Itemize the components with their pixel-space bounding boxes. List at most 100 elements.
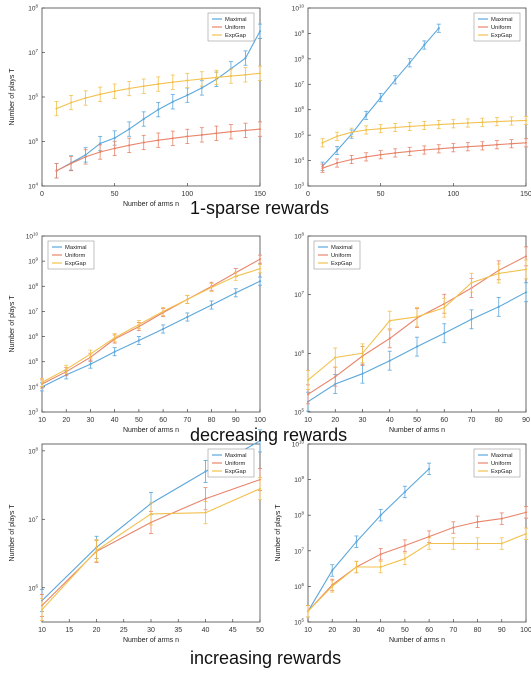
data-point	[186, 298, 189, 301]
y-tick-label: 107	[28, 48, 38, 57]
series-expgap	[40, 264, 262, 387]
x-tick-label: 0	[40, 191, 44, 198]
data-point	[204, 497, 207, 500]
data-point	[355, 540, 358, 543]
data-point	[437, 27, 440, 30]
y-tick-label: 105	[294, 131, 304, 140]
legend-label: Uniform	[65, 253, 85, 259]
data-point	[495, 143, 499, 146]
x-tick-label: 100	[447, 191, 459, 198]
y-tick-label: 1010	[292, 440, 305, 449]
y-tick-label: 108	[28, 282, 38, 291]
data-point	[89, 363, 92, 366]
data-point	[394, 151, 397, 155]
data-point	[258, 127, 262, 131]
data-point	[69, 162, 73, 165]
caption-increasing: increasing rewards	[190, 648, 342, 668]
data-point	[379, 127, 382, 130]
data-point	[162, 327, 165, 331]
data-point	[365, 114, 368, 117]
y-tick-label: 106	[28, 332, 38, 341]
x-tick-label: 40	[386, 417, 394, 424]
data-point	[321, 141, 324, 144]
data-point	[171, 81, 174, 84]
legend-label: Maximal	[225, 17, 247, 23]
data-point	[452, 526, 455, 529]
legend-label: Uniform	[225, 461, 245, 467]
data-point	[89, 353, 92, 356]
data-point	[186, 94, 189, 97]
data-point	[258, 487, 262, 490]
x-axis-label: Number of arms n	[123, 637, 179, 644]
data-point	[137, 323, 140, 326]
data-point	[415, 315, 419, 318]
data-point	[95, 549, 98, 552]
x-tick-label: 50	[377, 191, 385, 198]
data-point	[350, 158, 353, 161]
data-point	[137, 339, 140, 342]
legend-label: ExpGap	[65, 261, 86, 267]
data-point	[244, 129, 247, 132]
caption-decreasing: decreasing rewards	[190, 425, 348, 445]
x-tick-label: 60	[159, 417, 167, 424]
data-point	[128, 87, 131, 90]
y-tick-label: 105	[294, 618, 304, 627]
x-tick-label: 70	[468, 417, 476, 424]
data-point	[497, 272, 500, 275]
data-point	[379, 553, 382, 556]
data-point	[415, 345, 419, 348]
x-tick-label: 30	[359, 417, 367, 424]
data-point	[470, 318, 473, 321]
data-point	[350, 131, 353, 134]
y-tick-label: 108	[294, 54, 304, 63]
chart-panel-2: 10 20 30 40 50 60 70 80 90 100 103 104 105 106 107 108 1…	[9, 232, 266, 435]
data-point	[229, 130, 233, 133]
y-axis-label: Number of plays T	[9, 68, 16, 126]
legend: Maximal Uniform ExpGap	[313, 240, 361, 270]
y-tick-label: 108	[28, 4, 38, 13]
y-tick-label: 107	[28, 515, 38, 524]
y-tick-label: 109	[28, 257, 38, 266]
x-axis-label: Number of arms n	[389, 427, 445, 434]
legend: Maximal Uniform ExpGap	[473, 12, 521, 42]
data-point	[306, 610, 310, 613]
data-point	[423, 124, 426, 127]
data-point	[258, 258, 262, 261]
x-tick-label: 150	[520, 191, 531, 198]
data-point	[244, 56, 247, 60]
legend-label: ExpGap	[225, 469, 246, 475]
y-tick-label: 105	[294, 408, 304, 417]
x-tick-label: 50	[111, 191, 119, 198]
series-maximal	[40, 276, 262, 392]
x-tick-label: 25	[120, 627, 128, 634]
legend-label: Maximal	[65, 245, 87, 251]
data-point	[524, 255, 528, 258]
series-expgap	[40, 477, 262, 622]
series-expgap	[54, 65, 262, 117]
series-line	[41, 280, 261, 388]
data-point	[524, 141, 528, 144]
data-point	[403, 557, 406, 560]
x-tick-label: 10	[304, 417, 312, 424]
data-point	[171, 100, 174, 103]
data-point	[334, 356, 337, 359]
data-point	[229, 74, 233, 78]
x-tick-label: 30	[87, 417, 95, 424]
data-point	[69, 101, 73, 104]
data-point	[258, 280, 262, 283]
data-point	[481, 144, 484, 147]
data-point	[388, 319, 391, 322]
x-axis-label: Number of arms n	[389, 637, 445, 644]
x-tick-label: 20	[93, 627, 101, 634]
series-uniform	[40, 254, 262, 389]
data-point	[186, 315, 189, 319]
data-point	[162, 310, 165, 313]
legend-label: Uniform	[331, 253, 351, 259]
x-tick-label: 50	[256, 627, 264, 634]
chart-panel-3: 10 20 30 40 50 60 70 80 90 105 106 107 108 Number of …	[294, 232, 530, 435]
data-point	[394, 126, 397, 129]
data-point	[510, 142, 513, 145]
x-tick-label: 30	[147, 627, 155, 634]
data-point	[481, 121, 484, 124]
data-point	[142, 85, 145, 88]
